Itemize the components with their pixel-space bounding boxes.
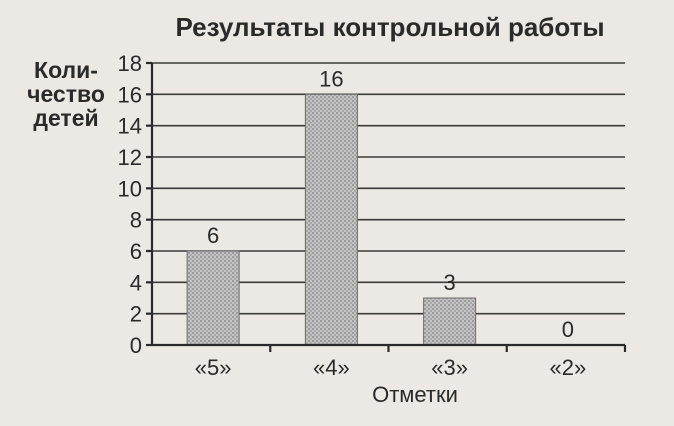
y-axis-label-line-2: чество	[27, 81, 105, 107]
bar-2	[304, 93, 358, 346]
y-tick-label-14: 14	[118, 114, 142, 139]
chart-title: Результаты контрольной работы	[175, 12, 604, 42]
y-tick-label-12: 12	[118, 145, 142, 170]
value-label-3: 3	[444, 270, 456, 295]
bar-3	[423, 297, 477, 346]
y-tick-label-6: 6	[130, 239, 142, 264]
y-tick-labels: 0 2 4 6 8 10 12 14 16 18	[118, 51, 152, 358]
value-label-2: 16	[319, 66, 343, 91]
y-axis-label-line-3: детей	[33, 105, 98, 131]
y-tick-label-0: 0	[130, 333, 142, 358]
value-labels: 6 16 3 0	[207, 66, 574, 342]
x-axis-label: Отметки	[372, 382, 458, 407]
y-axis-label-line-1: Коли-	[34, 57, 98, 83]
y-tick-label-2: 2	[130, 302, 142, 327]
bar-1	[186, 250, 240, 346]
bars	[186, 93, 477, 346]
value-label-1: 6	[207, 223, 219, 248]
y-tick-label-18: 18	[118, 51, 142, 76]
y-tick-label-8: 8	[130, 208, 142, 233]
category-label-3: «3»	[431, 355, 468, 380]
y-tick-label-16: 16	[118, 82, 142, 107]
category-label-4: «2»	[550, 355, 587, 380]
y-tick-label-4: 4	[130, 270, 142, 295]
y-tick-label-10: 10	[118, 176, 142, 201]
value-label-4: 0	[562, 317, 574, 342]
x-category-labels: «5» «4» «3» «2»	[195, 345, 627, 380]
category-label-1: «5»	[195, 355, 232, 380]
category-label-2: «4»	[313, 355, 350, 380]
